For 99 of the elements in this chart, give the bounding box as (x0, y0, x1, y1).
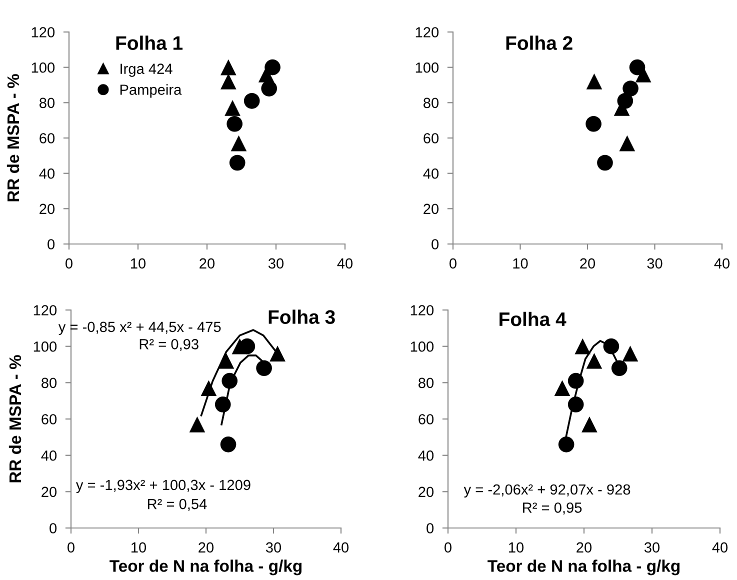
chart-title: Folha 4 (500, 312, 566, 326)
x-tick-label: 0 (66, 258, 72, 269)
x-tick-label: 30 (644, 542, 660, 553)
point (554, 380, 570, 396)
legend-label: Irga 424 (120, 64, 172, 77)
annotation: y = -1,93x² + 100,3x - 1209 (76, 480, 250, 494)
x-tick-label: 0 (68, 542, 74, 553)
x-axis-title: Teor de N na folha - g/kg (488, 560, 680, 576)
y-tick-label: 40 (41, 450, 57, 461)
y-tick-label: 120 (34, 305, 57, 316)
y-tick-label: 60 (42, 414, 57, 424)
y-tick-label: 100 (32, 62, 55, 73)
x-tick-label: 30 (266, 542, 282, 553)
x-tick-label: 20 (198, 542, 214, 553)
point (582, 416, 598, 432)
x-tick-label: 40 (333, 542, 349, 553)
point (214, 396, 231, 412)
y-tick-label: 80 (40, 98, 55, 108)
x-tick-label: 30 (268, 258, 284, 269)
y-tick-label: 0 (432, 239, 439, 250)
x-tick-label: 0 (444, 542, 452, 553)
y-tick-label: 20 (424, 204, 439, 214)
x-axis-title: Teor de N na folha - g/kg (110, 560, 302, 576)
x-tick-label: 40 (337, 258, 353, 269)
point (617, 92, 634, 109)
y-tick-label: 80 (42, 378, 57, 388)
x-tick-label: 30 (647, 258, 662, 269)
y-tick-label: 20 (40, 204, 55, 214)
x-tick-label: 40 (712, 542, 728, 553)
x-tick-label: 20 (580, 258, 596, 269)
point (558, 436, 574, 452)
point (220, 59, 236, 76)
x-tick-label: 10 (509, 542, 524, 553)
annotation: y = -2,06x² + 92,07x - 928 (464, 484, 630, 498)
y-tick-label: 120 (32, 27, 55, 38)
point (270, 346, 286, 362)
y-tick-label: 120 (416, 27, 439, 38)
point (261, 80, 278, 96)
point (568, 372, 584, 389)
point (244, 92, 260, 109)
y-tick-label: 120 (410, 305, 434, 316)
point (218, 352, 234, 369)
y-tick-label: 100 (416, 62, 439, 73)
y-tick-label: 20 (418, 486, 434, 498)
y-axis-title: RR de MSPA - % (6, 74, 20, 202)
point (622, 346, 638, 362)
annotation: R² = 0,93 (140, 339, 198, 352)
y-tick-label: 0 (426, 523, 434, 534)
point (226, 116, 243, 132)
y-tick-label: 40 (418, 450, 434, 461)
y-tick-label: 60 (424, 133, 439, 144)
point (597, 154, 613, 171)
annotation: R² = 0,54 (148, 498, 207, 511)
point (568, 396, 584, 412)
point (264, 59, 280, 76)
point (189, 416, 206, 432)
y-tick-label: 0 (48, 239, 55, 250)
y-tick-label: 20 (42, 486, 57, 498)
x-tick-label: 20 (576, 542, 592, 553)
point (229, 154, 246, 171)
x-tick-label: 0 (450, 258, 456, 269)
point (256, 360, 272, 376)
point (603, 338, 620, 354)
y-tick-label: 60 (40, 133, 55, 144)
point (220, 74, 236, 90)
x-tick-label: 10 (513, 258, 528, 269)
point (574, 338, 591, 354)
annotation: y = -0,85 x² + 44,5x - 475 (58, 322, 221, 335)
y-tick-label: 80 (424, 98, 439, 108)
point (224, 100, 240, 116)
point (629, 59, 646, 76)
point (586, 74, 602, 90)
y-tick-label: 100 (410, 341, 434, 352)
x-tick-label: 40 (714, 258, 730, 269)
point (619, 135, 636, 152)
point (622, 80, 638, 96)
chart-title: Folha 3 (268, 310, 335, 324)
y-tick-label: 0 (50, 523, 57, 534)
y-tick-label: 100 (34, 341, 57, 352)
x-tick-label: 10 (131, 258, 146, 269)
chart-title: Folha 2 (506, 36, 572, 50)
x-tick-label: 10 (132, 542, 146, 553)
x-tick-label: 20 (200, 258, 215, 269)
annotation: R² = 0,95 (523, 502, 582, 515)
y-tick-label: 40 (423, 168, 439, 179)
y-tick-label: 40 (39, 168, 55, 179)
point (222, 372, 238, 389)
point (220, 436, 236, 452)
legend-label: Pampeira (120, 84, 182, 98)
y-tick-label: 80 (418, 378, 434, 388)
point (200, 380, 217, 396)
point (239, 338, 256, 354)
point (230, 135, 247, 152)
point (586, 116, 602, 132)
point (586, 352, 602, 369)
chart-title: Folha 1 (116, 36, 183, 50)
point (611, 360, 628, 376)
y-axis-title: RR de MSPA - % (8, 355, 22, 482)
y-tick-label: 60 (418, 414, 434, 424)
